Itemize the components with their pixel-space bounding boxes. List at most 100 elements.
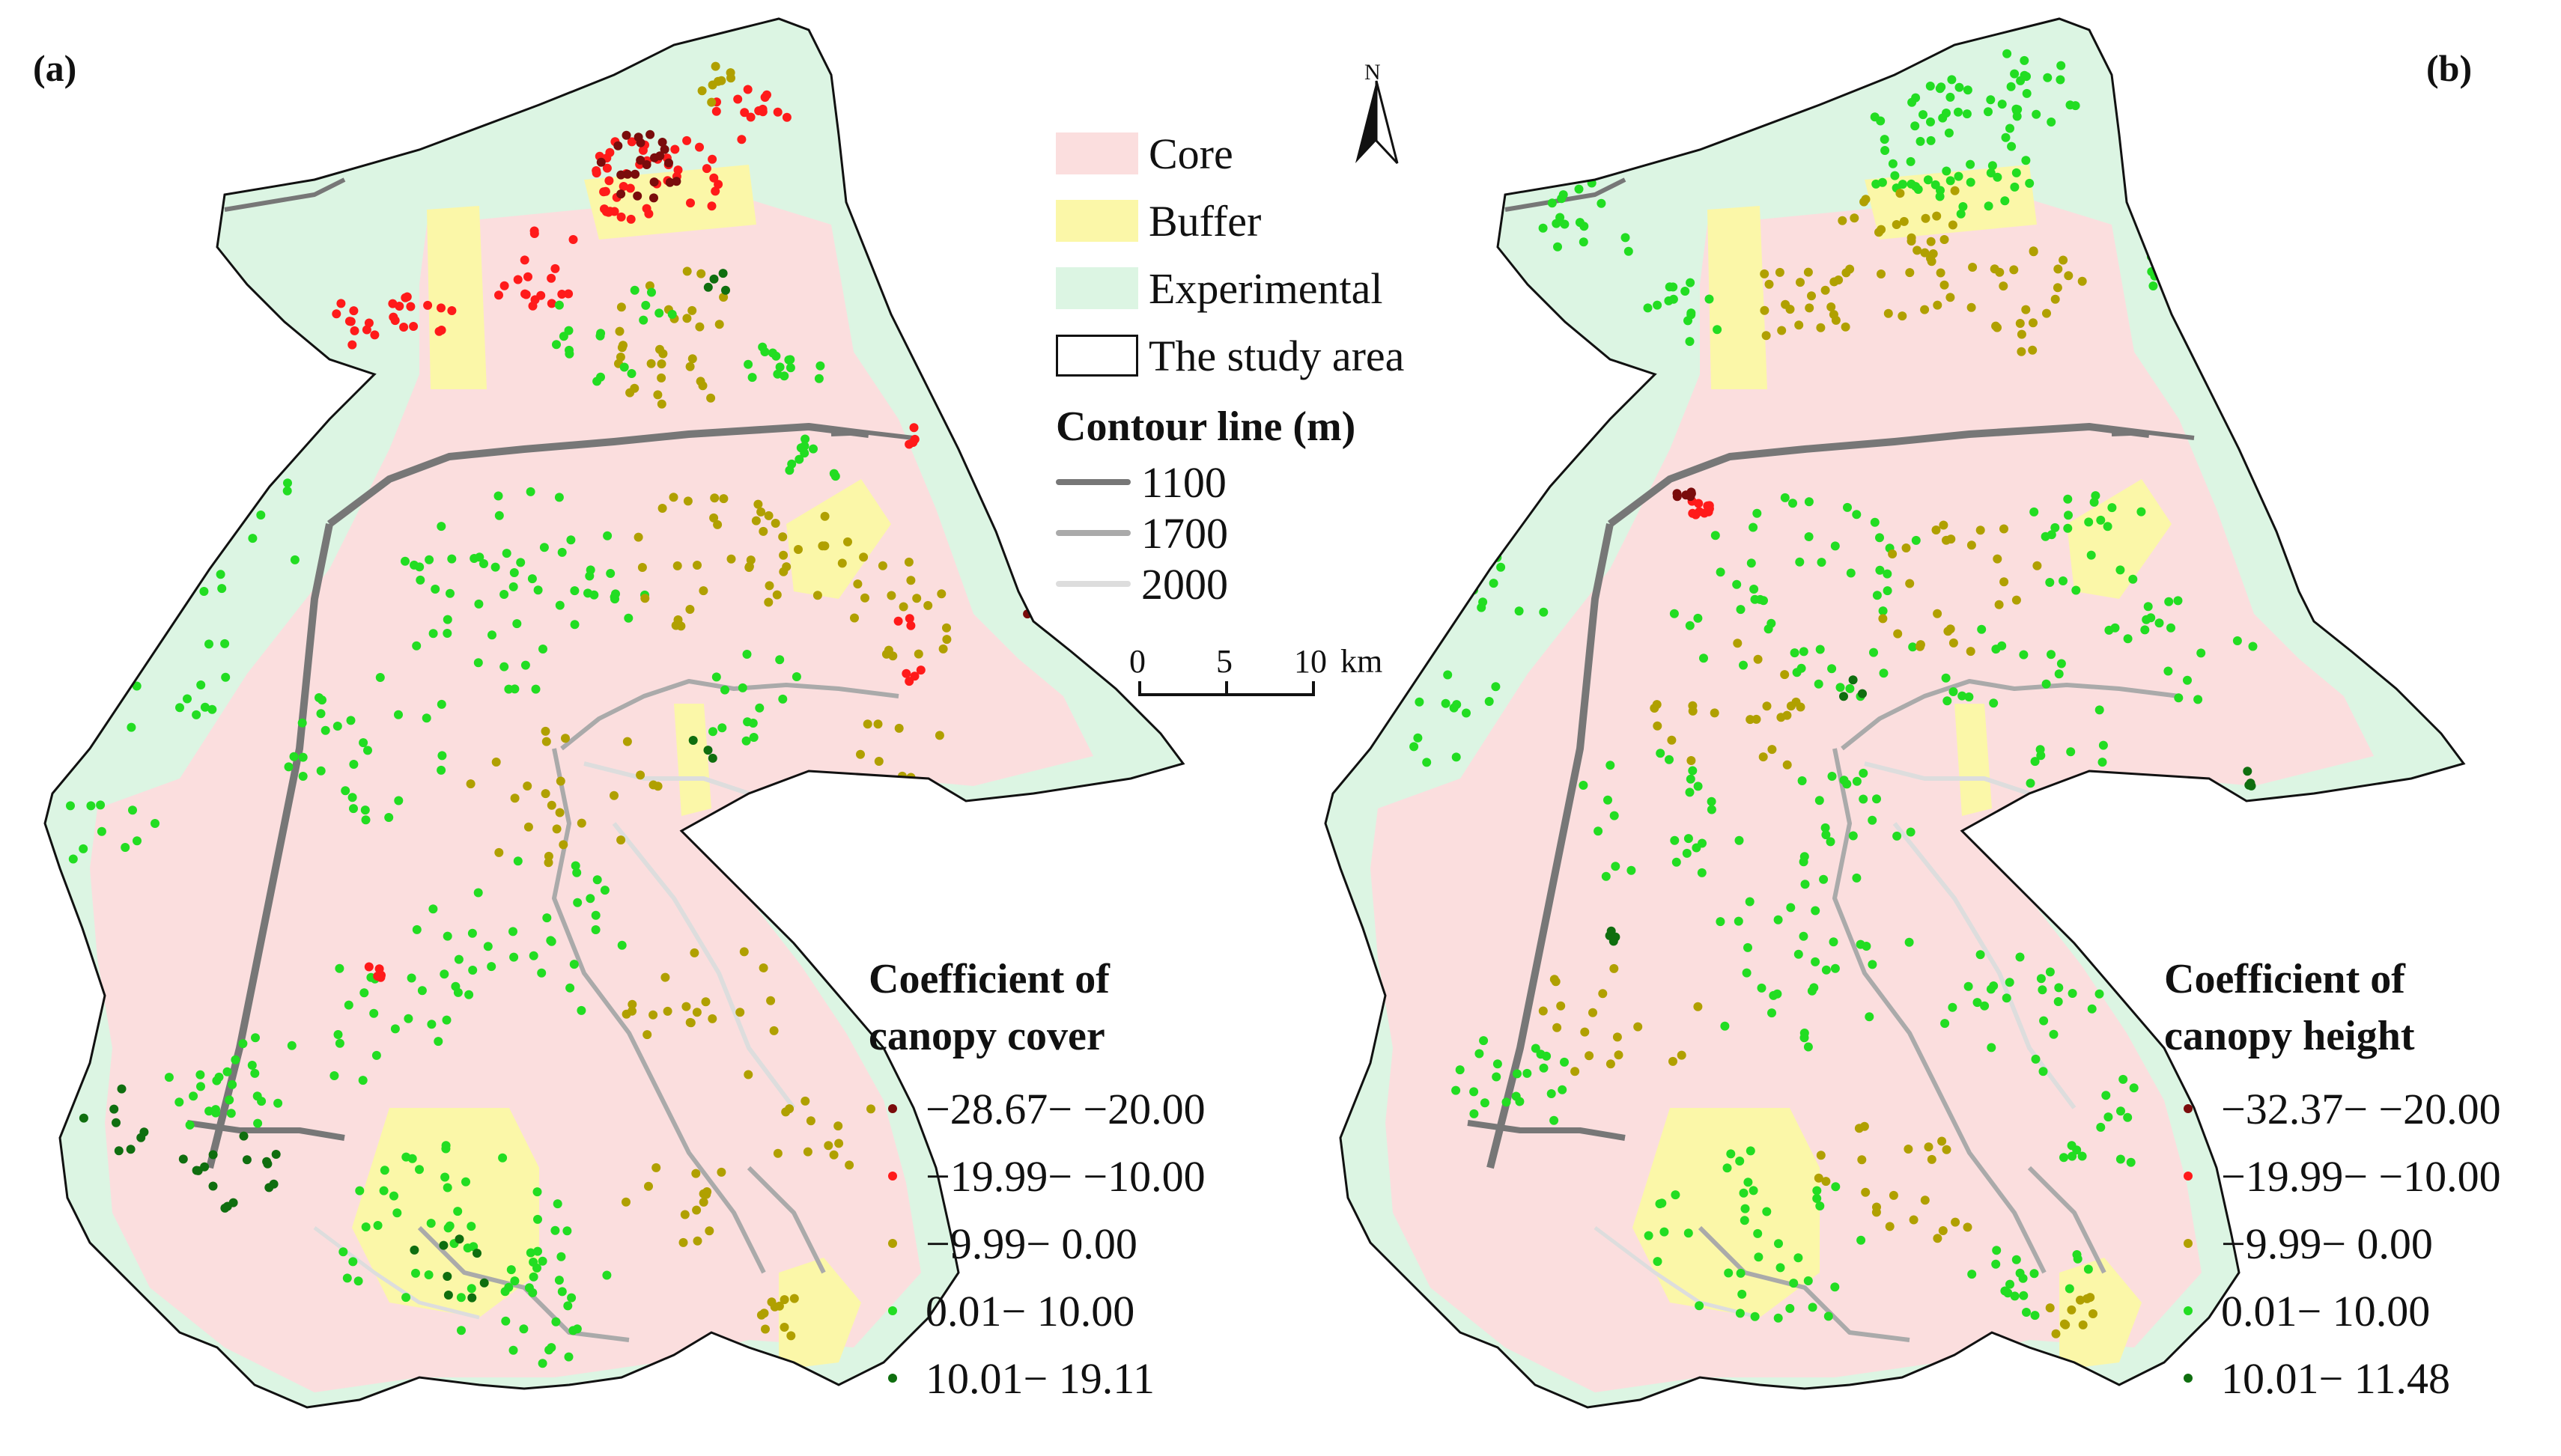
sample-point — [850, 613, 859, 623]
sample-point — [1933, 609, 1942, 618]
sample-point — [616, 353, 625, 362]
sample-point — [211, 536, 221, 546]
sample-point — [1514, 606, 1524, 616]
sample-point — [1803, 267, 1813, 277]
sample-point — [1789, 1279, 1799, 1288]
sample-point — [214, 1072, 224, 1082]
sample-point — [795, 454, 804, 464]
sample-point — [1999, 577, 2009, 587]
sample-point — [1852, 776, 1862, 786]
sample-point — [1990, 264, 1999, 274]
sample-point — [1957, 691, 1967, 701]
sample-points — [45, 61, 1033, 1368]
sample-point — [437, 303, 446, 313]
sample-point — [519, 1324, 529, 1334]
class-dot — [888, 1239, 897, 1248]
sample-point — [2136, 507, 2146, 517]
sample-point — [1945, 176, 1955, 186]
sample-point — [508, 1345, 518, 1355]
sample-point — [490, 562, 500, 572]
sample-point — [1993, 323, 2002, 332]
sample-point — [468, 966, 478, 975]
sample-point — [559, 840, 568, 850]
sample-point — [1803, 1042, 1813, 1052]
sample-point — [256, 511, 266, 520]
sample-point — [737, 135, 747, 144]
sample-point — [1762, 1207, 1772, 1216]
sample-point — [573, 898, 583, 907]
sample-point — [467, 1222, 476, 1231]
sample-point — [1511, 1091, 1521, 1101]
sample-point — [863, 719, 872, 729]
sample-point — [1776, 713, 1786, 722]
sample-point — [1716, 567, 1725, 577]
sample-point — [682, 314, 692, 323]
sample-point — [1948, 1002, 1957, 1012]
coefficient-legend: Coefficient of canopy height −32.37− −20… — [2164, 951, 2501, 1412]
legend-contour-2000: 2000 — [1056, 558, 1404, 609]
sample-point — [1626, 865, 1636, 875]
sample-point — [1856, 1235, 1866, 1245]
sample-point — [893, 616, 903, 626]
sample-point — [2010, 1291, 2020, 1301]
sample-point — [443, 931, 452, 941]
sample-point — [1490, 503, 1499, 513]
sample-point — [2094, 989, 2104, 999]
sample-point — [1923, 175, 1933, 185]
sample-point — [617, 940, 627, 950]
sample-point — [709, 513, 719, 523]
sample-point — [411, 1268, 420, 1278]
sample-point — [2059, 1319, 2069, 1329]
sample-point — [1803, 1276, 1813, 1285]
sample-point — [467, 1293, 477, 1303]
sample-point — [1966, 647, 1975, 657]
sample-point — [2003, 1288, 2013, 1298]
sample-point — [1492, 1059, 1502, 1069]
sample-point — [207, 704, 217, 714]
sample-point — [1775, 1263, 1785, 1273]
sample-point — [759, 526, 768, 536]
sample-point — [778, 694, 788, 704]
buffer-zone — [427, 206, 487, 389]
sample-point — [2130, 156, 2139, 166]
sample-point — [2011, 595, 2021, 605]
legend-title: Coefficient of — [869, 956, 1110, 1002]
sample-point — [373, 972, 383, 981]
sample-point — [2128, 574, 2138, 584]
legend-class-3: −9.99− 0.00 — [2164, 1210, 2501, 1277]
sample-point — [2045, 1303, 2055, 1313]
scale-bar: 0 5 10 km — [1123, 642, 1408, 702]
sample-point — [2143, 602, 2153, 612]
sample-point — [494, 847, 504, 857]
sample-point — [1671, 1190, 1680, 1200]
sample-point — [1817, 558, 1826, 567]
sample-point — [1656, 749, 1665, 758]
sample-point — [1852, 510, 1862, 520]
sample-point — [1827, 664, 1837, 674]
sample-point — [1945, 92, 1955, 102]
sample-point — [1686, 756, 1696, 765]
sample-point — [787, 459, 797, 469]
sample-point — [1605, 761, 1615, 770]
sample-point — [447, 306, 457, 315]
sample-point — [772, 590, 782, 600]
sample-point — [510, 684, 520, 694]
sample-point — [1829, 937, 1838, 947]
sample-point — [1931, 526, 1941, 534]
sample-point — [602, 1270, 612, 1280]
sample-point — [713, 520, 723, 529]
sample-point — [1942, 535, 1951, 545]
sample-point — [1944, 128, 1954, 138]
sample-point — [670, 144, 680, 154]
sample-point — [565, 349, 574, 359]
sample-point — [1910, 121, 1920, 131]
sample-point — [1720, 1021, 1730, 1031]
sample-point — [283, 478, 292, 488]
sample-point — [1986, 95, 1996, 105]
sample-point — [1942, 696, 1952, 706]
sample-point — [1750, 594, 1760, 604]
sample-point — [2029, 1269, 2039, 1279]
sample-point — [1653, 721, 1662, 731]
sample-point — [1422, 758, 1432, 767]
sample-point — [463, 1243, 473, 1253]
